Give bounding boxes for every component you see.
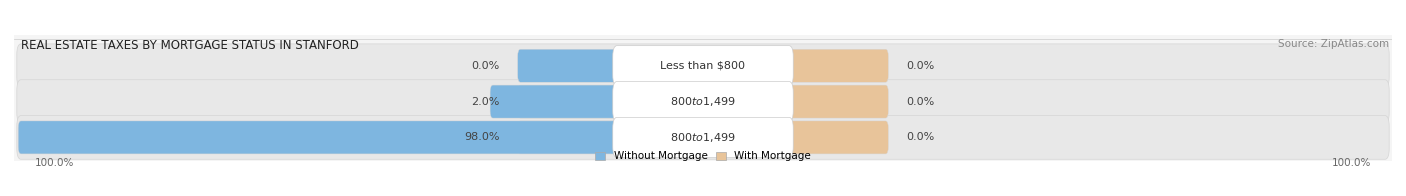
FancyBboxPatch shape xyxy=(613,82,793,122)
FancyBboxPatch shape xyxy=(18,121,620,154)
Text: 0.0%: 0.0% xyxy=(907,61,935,71)
Text: Source: ZipAtlas.com: Source: ZipAtlas.com xyxy=(1278,39,1389,49)
FancyBboxPatch shape xyxy=(17,116,1389,159)
Legend: Without Mortgage, With Mortgage: Without Mortgage, With Mortgage xyxy=(591,147,815,166)
FancyBboxPatch shape xyxy=(613,46,793,86)
Text: 0.0%: 0.0% xyxy=(907,97,935,107)
Text: 0.0%: 0.0% xyxy=(471,61,499,71)
Text: Less than $800: Less than $800 xyxy=(661,61,745,71)
FancyBboxPatch shape xyxy=(491,85,620,118)
FancyBboxPatch shape xyxy=(17,80,1389,123)
FancyBboxPatch shape xyxy=(517,121,620,154)
Text: 100.0%: 100.0% xyxy=(35,158,75,168)
Text: 0.0%: 0.0% xyxy=(907,132,935,142)
FancyBboxPatch shape xyxy=(17,44,1389,88)
Text: $800 to $1,499: $800 to $1,499 xyxy=(671,95,735,108)
FancyBboxPatch shape xyxy=(517,85,620,118)
FancyBboxPatch shape xyxy=(786,49,889,82)
FancyBboxPatch shape xyxy=(786,121,889,154)
FancyBboxPatch shape xyxy=(517,49,620,82)
Text: 2.0%: 2.0% xyxy=(471,97,499,107)
FancyBboxPatch shape xyxy=(786,85,889,118)
Text: 100.0%: 100.0% xyxy=(1331,158,1371,168)
FancyBboxPatch shape xyxy=(613,117,793,158)
Text: REAL ESTATE TAXES BY MORTGAGE STATUS IN STANFORD: REAL ESTATE TAXES BY MORTGAGE STATUS IN … xyxy=(21,39,359,52)
Text: 98.0%: 98.0% xyxy=(464,132,499,142)
Text: $800 to $1,499: $800 to $1,499 xyxy=(671,131,735,144)
